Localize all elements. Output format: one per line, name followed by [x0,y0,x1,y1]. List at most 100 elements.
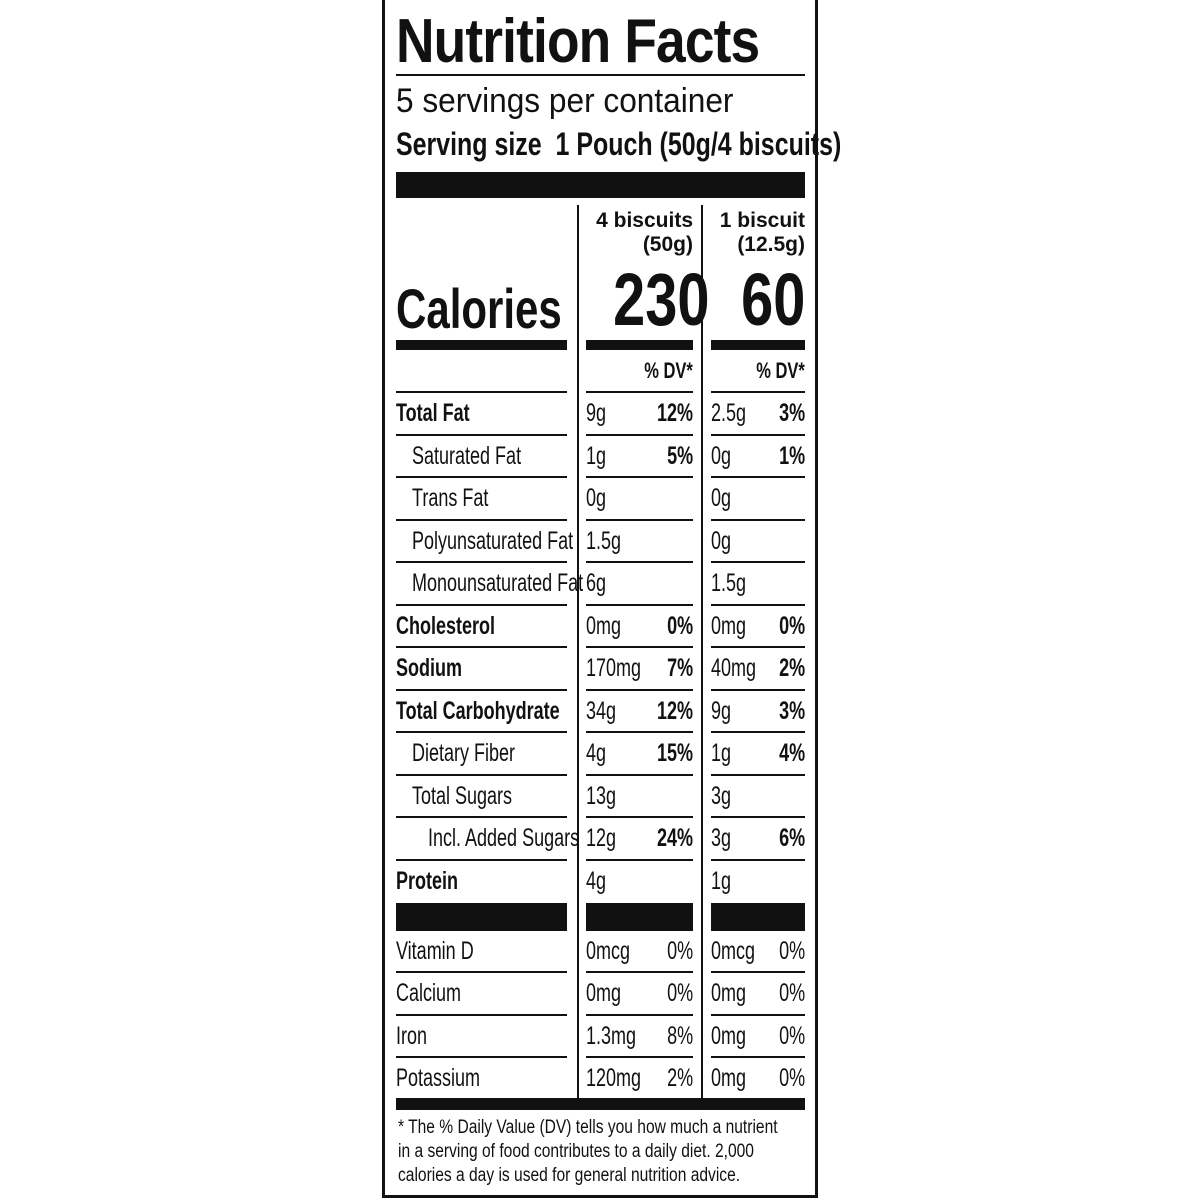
amount-1-biscuit: 3g [711,781,732,810]
dv-4-biscuits [640,521,693,563]
calories-value-4-biscuits: 230 [613,258,710,341]
dv-1-biscuit: 0% [778,937,805,965]
amount-4-biscuits: 1g [586,441,607,470]
amount-1-biscuit: 3g [711,824,732,852]
row-divider [711,816,805,818]
column-header-4-biscuits: 4 biscuits (50g) [596,209,693,256]
dv-1-biscuit: 0% [778,1021,805,1050]
thick-divider [396,903,567,930]
dv-1-biscuit [760,563,805,605]
amount-4-biscuits: 0mg [586,979,622,1008]
row-divider [396,688,567,691]
dv-1-biscuit: 0% [778,1063,805,1092]
amount-1-biscuit: 0g [711,441,732,470]
dv-header: % DV* [644,358,693,383]
column-header-1-biscuit: 1 biscuit (12.5g) [719,209,805,256]
dv-header: % DV* [756,358,805,383]
nutrient-label: Calcium [396,979,462,1008]
column-divider [701,205,703,1105]
serving-size: Serving size 1 Pouch (50g/4 biscuits) [396,126,842,162]
row-divider [396,929,567,931]
amount-4-biscuits: 34g [586,696,617,725]
amount-4-biscuits: 120mg [586,1063,642,1092]
row-divider [586,391,693,393]
dv-1-biscuit [760,861,805,903]
dv-4-biscuits: 24% [656,824,693,852]
amount-1-biscuit: 0mg [711,611,747,640]
dv-1-biscuit: 1% [778,441,805,470]
calories-label: Calories [396,277,562,340]
thick-divider [711,903,805,930]
row-divider [586,731,693,733]
amount-1-biscuit: 0g [711,526,732,555]
row-divider [711,603,805,606]
nutrient-label: Vitamin D [396,937,474,965]
row-divider [711,858,805,861]
row-divider [586,603,693,606]
row-divider [396,816,567,818]
amount-1-biscuit: 40mg [711,654,757,682]
row-divider [396,603,567,606]
nutrient-label: Polyunsaturated Fat [412,526,574,555]
dv-1-biscuit [760,521,805,563]
amount-4-biscuits: 1.5g [586,526,622,555]
amount-4-biscuits: 1.3mg [586,1021,637,1050]
amount-4-biscuits: 4g [586,739,607,767]
row-divider [586,433,693,436]
row-divider [586,476,693,478]
amount-1-biscuit: 0g [711,484,732,512]
dv-4-biscuits [640,478,693,520]
dv-4-biscuits [640,563,693,605]
row-divider [711,971,805,974]
dv-1-biscuit: 3% [778,696,805,725]
row-divider [586,561,693,563]
nutrient-label: Cholesterol [396,611,496,640]
thick-divider [396,1098,805,1110]
nutrient-label: Total Carbohydrate [396,696,560,725]
thick-divider [711,340,805,350]
dv-4-biscuits: 0% [666,611,693,640]
row-divider [586,688,693,691]
amount-4-biscuits: 12g [586,824,617,852]
dv-4-biscuits: 0% [666,979,693,1008]
row-divider [396,561,567,563]
row-divider [711,433,805,436]
amount-4-biscuits: 0mg [586,611,622,640]
amount-4-biscuits: 9g [586,399,607,427]
nutrient-label: Dietary Fiber [412,739,516,767]
amount-1-biscuit: 0mcg [711,937,756,965]
dv-1-biscuit: 0% [778,611,805,640]
dv-1-biscuit: 2% [778,654,805,682]
dv-1-biscuit: 3% [778,399,805,427]
row-divider [586,518,693,521]
amount-4-biscuits: 170mg [586,654,642,682]
row-divider [586,1055,693,1058]
dv-4-biscuits: 0% [666,937,693,965]
row-divider [711,476,805,478]
row-divider [586,858,693,861]
dv-4-biscuits [640,776,693,818]
dv-4-biscuits: 15% [656,739,693,767]
thick-divider [586,903,693,930]
row-divider [396,1055,567,1058]
row-divider [711,929,805,931]
dv-1-biscuit: 0% [778,979,805,1008]
column-divider [577,205,579,1105]
dv-1-biscuit: 6% [778,824,805,852]
amount-1-biscuit: 1.5g [711,569,747,597]
row-divider [396,518,567,521]
dv-4-biscuits: 5% [666,441,693,470]
thick-divider [396,172,805,198]
row-divider [396,858,567,861]
row-divider [711,391,805,393]
row-divider [396,773,567,776]
row-divider [586,773,693,776]
row-divider [711,1013,805,1016]
row-divider [586,971,693,974]
thick-divider [586,340,693,350]
panel-title: Nutrition Facts [396,7,760,76]
nutrient-label: Iron [396,1021,428,1050]
nutrition-facts-panel [382,0,818,1198]
row-divider [711,731,805,733]
amount-1-biscuit: 9g [711,696,732,725]
